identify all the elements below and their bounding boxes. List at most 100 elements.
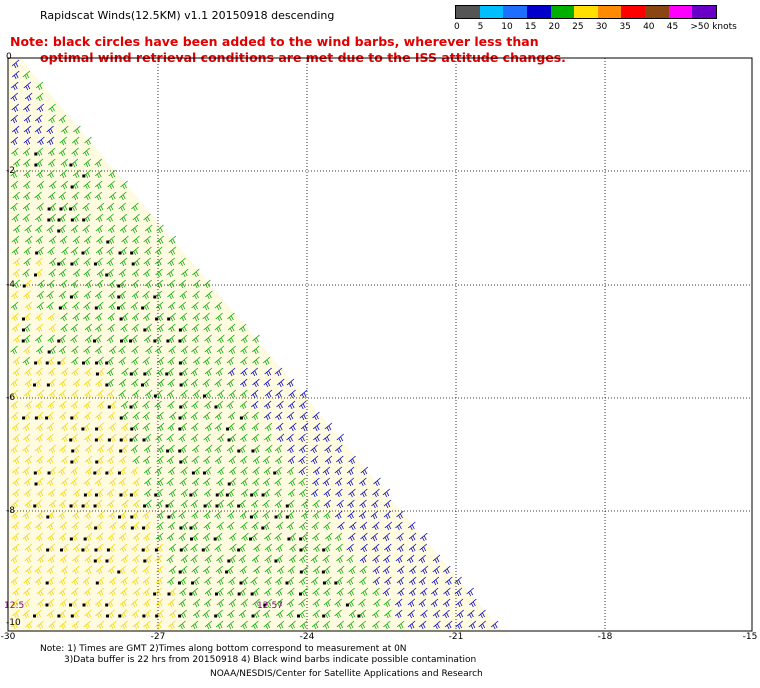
wind-barb xyxy=(131,202,139,212)
wind-barb xyxy=(227,411,236,421)
wind-barb xyxy=(95,279,104,289)
wind-barb xyxy=(346,477,355,487)
wind-barb xyxy=(60,180,69,190)
wind-barb xyxy=(132,477,141,487)
wind-barb xyxy=(228,576,236,586)
wind-barb xyxy=(121,235,129,245)
contamination-marker xyxy=(129,372,133,376)
wind-barb xyxy=(180,488,189,498)
wind-barb xyxy=(10,180,19,190)
wind-barb xyxy=(167,279,176,289)
wind-barb xyxy=(70,279,79,289)
wind-barb xyxy=(24,367,32,377)
wind-barb xyxy=(34,576,43,586)
wind-barb xyxy=(262,510,270,520)
wind-barb xyxy=(24,543,33,553)
contamination-marker xyxy=(167,317,171,321)
wind-barb xyxy=(84,191,92,201)
wind-barb xyxy=(58,114,67,124)
wind-barb xyxy=(144,279,153,289)
contamination-marker xyxy=(95,372,99,376)
wind-barb xyxy=(25,620,33,630)
wind-barb xyxy=(47,334,55,344)
wind-barb xyxy=(478,620,486,630)
wind-barb xyxy=(59,279,68,289)
wind-barb xyxy=(300,510,309,520)
wind-barb xyxy=(10,136,19,146)
wind-barb xyxy=(239,455,248,465)
wind-barb xyxy=(131,290,140,300)
wind-barb xyxy=(83,620,91,630)
wind-barb xyxy=(204,345,213,355)
contamination-marker xyxy=(57,339,61,343)
wind-barb xyxy=(72,565,80,575)
wind-barb xyxy=(94,290,103,300)
contamination-marker xyxy=(119,449,123,453)
legend-label: 30 xyxy=(595,22,608,32)
wind-barb xyxy=(10,345,18,355)
wind-barb xyxy=(228,598,237,608)
contamination-marker xyxy=(153,592,157,596)
wind-barb xyxy=(217,334,225,344)
wind-barb xyxy=(22,158,31,168)
wind-barb xyxy=(11,598,20,608)
wind-barb xyxy=(252,334,260,344)
wind-barb xyxy=(192,268,200,278)
wind-barb xyxy=(287,455,296,465)
wind-barb xyxy=(36,510,44,520)
wind-barb xyxy=(34,521,43,531)
wind-barb xyxy=(22,422,31,432)
wind-barb xyxy=(23,477,32,487)
wind-barb xyxy=(83,378,92,388)
wind-barb xyxy=(468,620,477,630)
wind-barb xyxy=(346,466,355,476)
wind-barb xyxy=(408,576,417,586)
wind-barb xyxy=(274,411,283,421)
wind-barb xyxy=(298,576,307,586)
wind-barb xyxy=(58,147,67,157)
wind-barb xyxy=(47,367,56,377)
contamination-marker xyxy=(285,581,289,585)
wind-barb xyxy=(82,224,90,234)
wind-barb xyxy=(121,422,129,432)
wind-barb xyxy=(84,367,92,377)
wind-barb xyxy=(216,521,224,531)
wind-barb xyxy=(202,312,210,322)
wind-barb xyxy=(336,620,345,630)
wind-barb xyxy=(239,389,248,399)
wind-barb xyxy=(46,422,55,432)
wind-barb xyxy=(300,422,309,432)
wind-barb xyxy=(407,598,416,608)
wind-barb xyxy=(24,521,32,531)
contamination-marker xyxy=(57,614,61,618)
wind-barb xyxy=(60,367,69,377)
contamination-marker xyxy=(95,427,99,431)
legend-label: 0 xyxy=(454,22,460,32)
wind-barb xyxy=(323,488,332,498)
contamination-marker xyxy=(45,603,49,607)
wind-barb xyxy=(418,576,427,586)
wind-barb xyxy=(298,433,306,443)
wind-barb xyxy=(313,543,321,553)
wind-barb xyxy=(383,620,391,630)
wind-barb xyxy=(72,510,80,520)
wind-barb xyxy=(226,499,235,509)
footer-note-line-1: Note: 1) Times are GMT 2)Times along bot… xyxy=(40,644,407,654)
wind-barb xyxy=(107,323,115,333)
contamination-marker xyxy=(213,537,217,541)
contamination-marker xyxy=(261,526,265,530)
wind-barb xyxy=(229,543,237,553)
wind-barb xyxy=(58,587,67,597)
wind-barb xyxy=(348,532,356,542)
wind-barb xyxy=(335,488,343,498)
wind-barb xyxy=(252,356,260,366)
legend-label: 20 xyxy=(548,22,560,32)
wind-barb xyxy=(287,565,296,575)
contamination-marker xyxy=(249,515,253,519)
contamination-marker xyxy=(46,515,50,519)
wind-barb xyxy=(443,587,451,597)
wind-barb xyxy=(214,510,222,520)
wind-barb xyxy=(168,488,177,498)
wind-barb xyxy=(59,598,68,608)
wind-barb xyxy=(419,587,428,597)
